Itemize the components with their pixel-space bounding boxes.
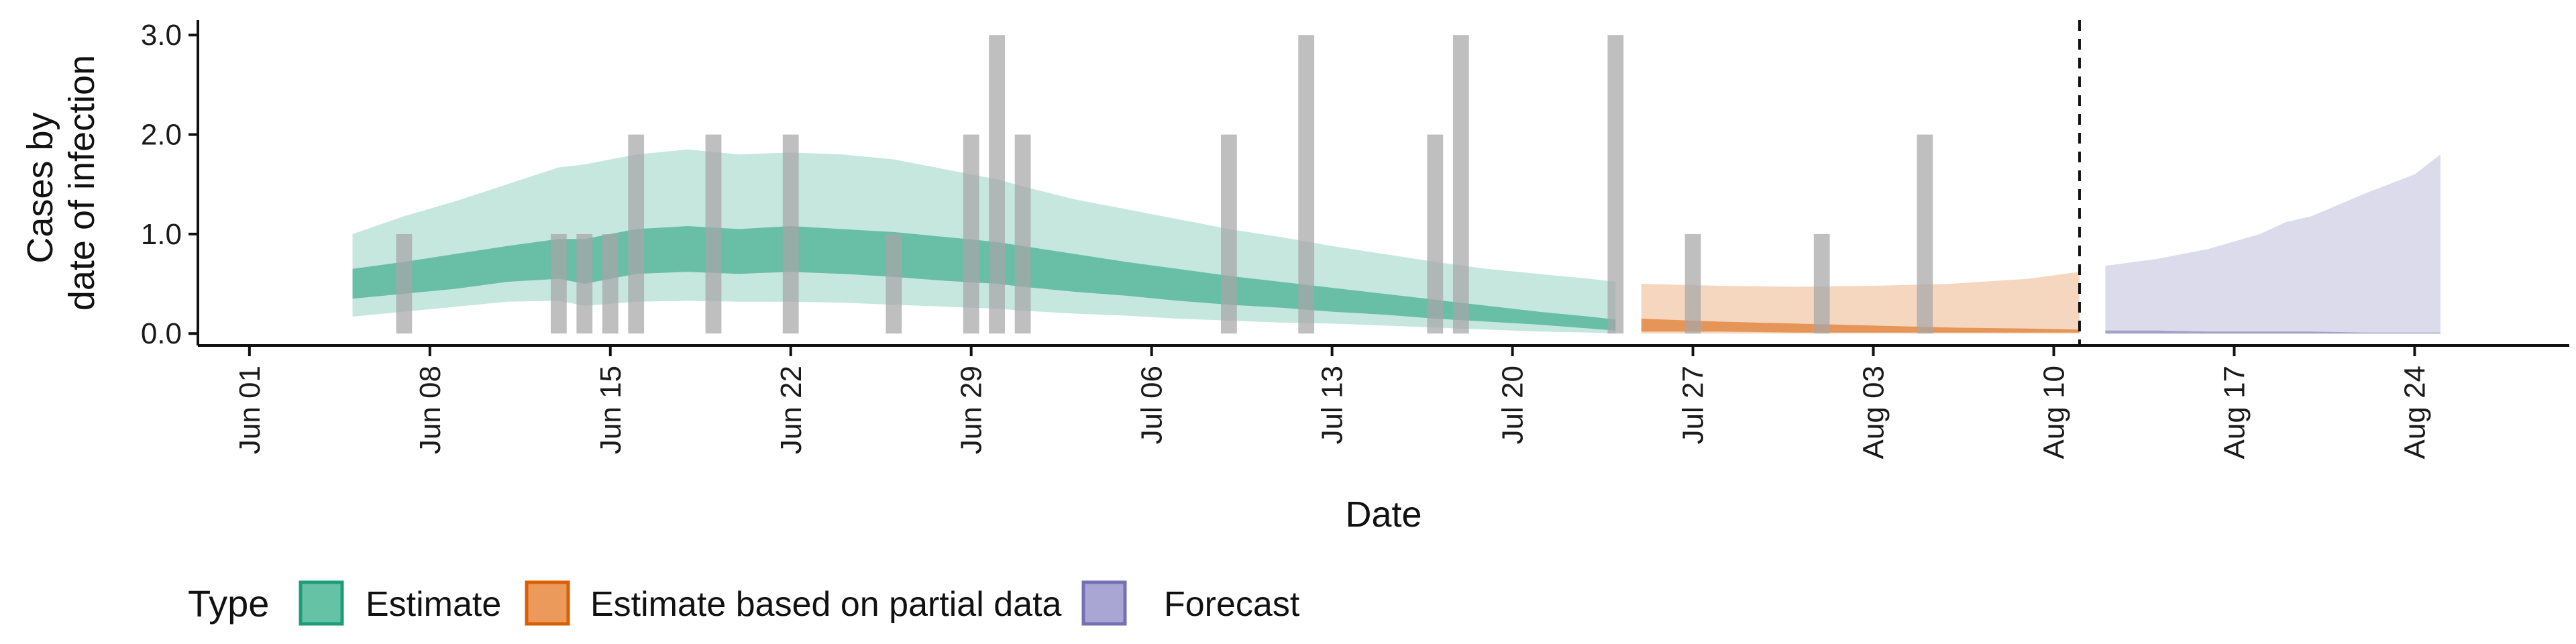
observed-case-bar [1813,233,1830,334]
x-axis-ticks: Jun 01 Jun 08 Jun 15 Jun 22 Jun 29 Jul 06 Jul … [233,345,2431,459]
observed-case-bar [1221,134,1237,334]
legend-swatch [299,580,344,626]
x-tick-label: Jul 27 [1677,366,1710,444]
x-tick-label: Aug 03 [1858,366,1890,459]
observed-case-bar [551,233,567,334]
observed-case-bar [989,35,1005,334]
observed-case-bar [782,134,799,334]
observed-case-bar [1427,134,1444,334]
observed-case-bar [1014,134,1031,334]
axes [197,20,2569,347]
forecast-inner-band [2105,330,2440,334]
x-tick-label: Aug 17 [2218,366,2251,459]
observed-case-bar [576,233,593,334]
observed-case-bars [396,35,1933,334]
x-axis-title: Date [1345,494,1421,535]
observed-case-bar [1607,35,1624,334]
observed-case-bar [602,233,619,334]
estimate-bands [352,149,2440,334]
observed-case-bar [963,134,979,334]
x-tick-label: Jun 08 [414,366,447,454]
estimate-based-on-partial-data-inner-band [1641,319,2080,333]
legend-label: Forecast [1164,585,1300,624]
y-tick-label: 2.0 [141,119,182,152]
legend-title: Type [188,582,269,625]
observed-case-bar [1917,134,1933,334]
legend: Type Estimate Estimate based on partial d… [188,580,1300,626]
legend-swatch [1081,580,1127,626]
x-tick-label: Jul 06 [1136,366,1169,444]
legend-label: Estimate based on partial data [590,585,1062,624]
x-tick-label: Jun 15 [594,366,627,454]
forecast-outer-band [2105,154,2440,334]
y-axis-title-line-1: Cases by [20,112,60,263]
x-tick-label: Aug 24 [2398,366,2431,459]
y-axis-title: Cases by date of infection [20,55,102,311]
y-tick-label: 3.0 [141,19,182,52]
y-tick-label: 1.0 [141,218,182,251]
legend-label: Estimate [366,585,501,624]
x-tick-label: Jun 01 [233,366,266,454]
legend-swatch [525,580,570,626]
observed-case-bar [1684,233,1701,334]
x-tick-label: Jun 29 [955,366,988,454]
observed-case-bar [1452,35,1469,334]
x-tick-label: Aug 10 [2038,366,2071,459]
x-tick-label: Jul 20 [1497,366,1529,444]
estimate-based-on-partial-data-outer-band [1641,272,2080,334]
x-tick-label: Jun 22 [775,366,808,454]
x-tick-label: Jul 13 [1316,366,1349,444]
observed-case-bar [1298,35,1315,334]
y-axis-ticks: 0.0 1.0 2.0 3.0 [141,19,198,350]
observed-case-bar [885,233,902,334]
y-axis-title-line-2: date of infection [62,55,102,311]
observed-case-bar [628,134,645,334]
observed-case-bar [705,134,722,334]
y-tick-label: 0.0 [141,317,182,350]
observed-case-bar [396,233,413,334]
